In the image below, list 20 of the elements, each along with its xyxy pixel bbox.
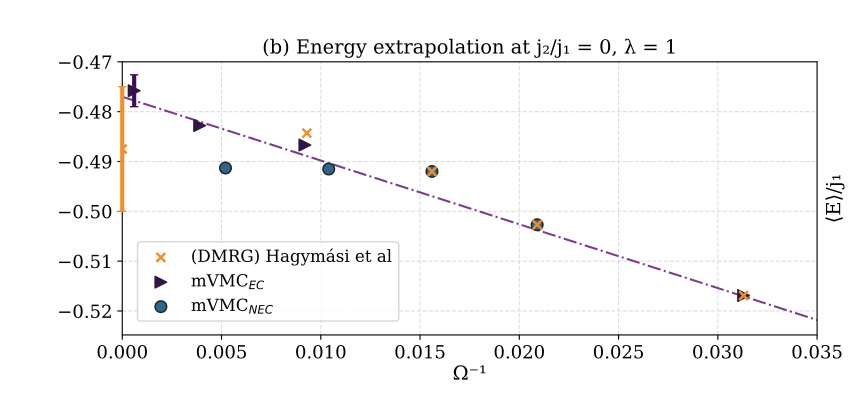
x-tick-label: 0.000 <box>98 344 147 359</box>
x-tick-label: 0.015 <box>395 344 444 359</box>
x-tick-label: 0.025 <box>594 344 644 359</box>
x-tick-label: 0.010 <box>296 344 346 359</box>
chart-title: (b) Energy extrapolation at j₂/j₁ = 0, λ = 1 <box>264 38 674 58</box>
x-tick-label: 0.020 <box>494 344 544 359</box>
x-tick-label: 0.035 <box>792 344 842 359</box>
x-tick-label: 0.005 <box>196 344 246 359</box>
legend-label: mVMC$_{EC}$ <box>191 274 264 290</box>
legend-label: (DMRG) Hagymási et al <box>192 248 392 266</box>
x-tick-label: 0.030 <box>693 344 742 359</box>
y-tick-label: −0.49 <box>59 154 112 169</box>
y-tick-label: −0.47 <box>59 55 112 69</box>
y-tick-label: −0.51 <box>59 254 110 268</box>
y-tick-label: −0.50 <box>59 204 112 218</box>
y-tick-label: −0.52 <box>59 304 111 318</box>
x-axis-title: Ω⁻¹ <box>454 365 486 380</box>
y-tick-label: −0.48 <box>59 105 112 119</box>
y-axis-title: ⟨E⟩/j₁ <box>825 175 844 222</box>
legend-label: mVMC$_{NEC}$ <box>191 298 273 314</box>
